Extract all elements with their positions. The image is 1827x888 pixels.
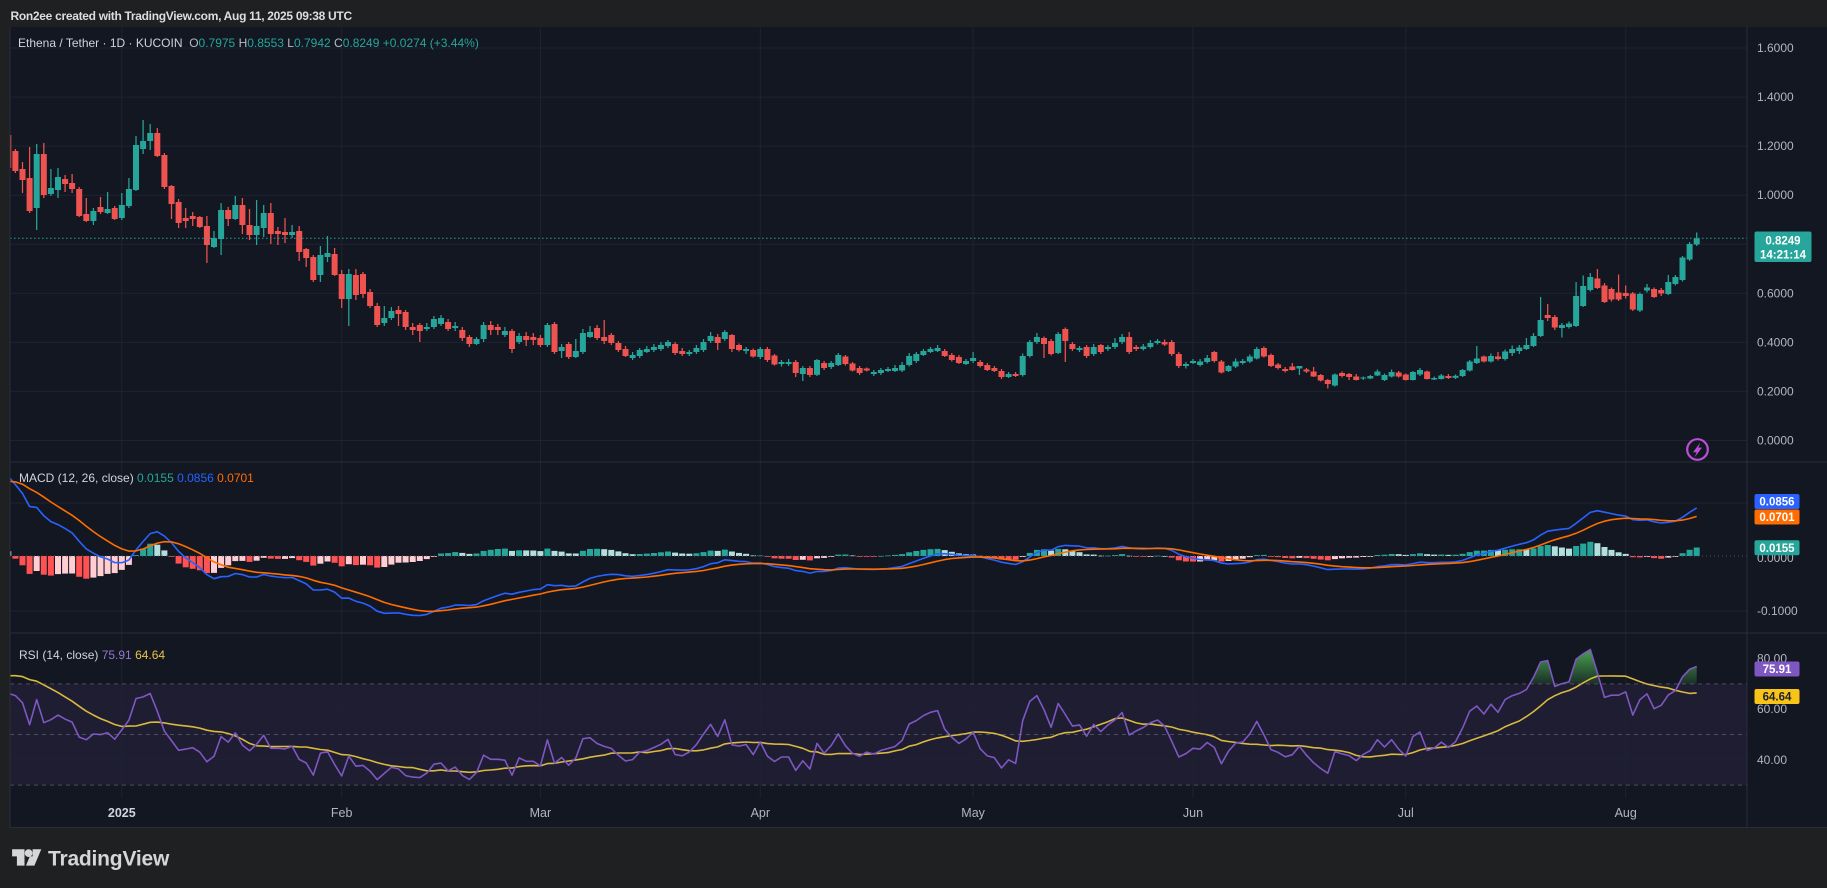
svg-text:14:21:14: 14:21:14 [1760,250,1807,262]
svg-text:0.0856: 0.0856 [1759,497,1794,509]
svg-text:Apr: Apr [751,806,770,820]
svg-text:Jun: Jun [1183,806,1203,820]
svg-text:64.64: 64.64 [1763,692,1792,704]
svg-text:1.2000: 1.2000 [1757,139,1794,153]
svg-text:0.0000: 0.0000 [1757,434,1794,448]
svg-text:Ron2ee created with TradingVie: Ron2ee created with TradingView.com, Aug… [11,9,353,23]
svg-text:1.6000: 1.6000 [1757,41,1794,55]
svg-text:May: May [961,806,985,820]
svg-text:0.0155: 0.0155 [1759,543,1795,555]
svg-text:Ethena / Tether · 1D · KUCOIN: Ethena / Tether · 1D · KUCOIN O0.7975 H0… [18,36,479,50]
svg-text:Jul: Jul [1398,806,1414,820]
svg-text:2025: 2025 [108,806,136,820]
svg-text:Feb: Feb [331,806,353,820]
svg-text:1.4000: 1.4000 [1757,90,1794,104]
svg-text:Aug: Aug [1615,806,1637,820]
svg-text:0.8249: 0.8249 [1765,236,1800,248]
svg-text:TradingView: TradingView [48,848,170,871]
svg-text:60.00: 60.00 [1757,702,1787,716]
svg-text:1.0000: 1.0000 [1757,188,1794,202]
svg-text:75.91: 75.91 [1763,664,1792,676]
svg-text:0.0701: 0.0701 [1759,512,1795,524]
svg-text:RSI (14, close) 75.91 64.64: RSI (14, close) 75.91 64.64 [19,648,165,662]
svg-text:0.6000: 0.6000 [1757,286,1794,300]
svg-text:0.4000: 0.4000 [1757,335,1794,349]
svg-text:-0.1000: -0.1000 [1757,604,1798,618]
svg-text:MACD (12, 26, close) 0.0155 0.: MACD (12, 26, close) 0.0155 0.0856 0.070… [19,471,254,485]
svg-text:40.00: 40.00 [1757,753,1787,767]
svg-text:Mar: Mar [530,806,552,820]
svg-text:0.2000: 0.2000 [1757,384,1794,398]
